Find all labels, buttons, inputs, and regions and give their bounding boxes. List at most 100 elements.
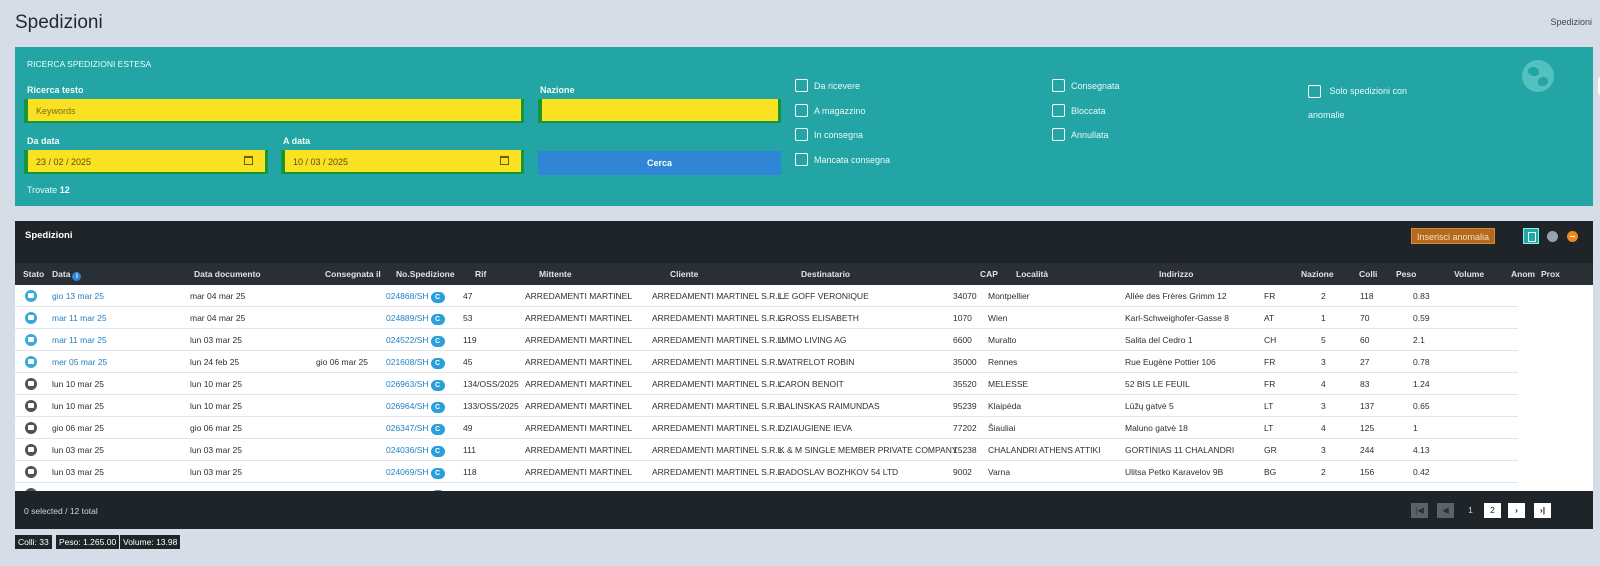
cell-localita: Varna [988, 467, 1010, 477]
table-row[interactable]: lun 03 mar 25 lun 03 mar 25 024070/SHC 50 AR… [15, 483, 1518, 491]
table-row[interactable]: lun 10 mar 25 lun 10 mar 25 026963/SH C 134/… [15, 373, 1518, 395]
table-row[interactable]: mar 11 mar 25 mar 04 mar 25 024889/SH C 53 AR… [15, 307, 1518, 329]
cell-peso: 39 [1360, 489, 1369, 491]
cell-text: 2 [1321, 489, 1326, 491]
col-rif[interactable]: Rif [475, 269, 487, 279]
insert-anomaly-button[interactable]: Inserisci anomalia [1411, 228, 1496, 244]
checkbox-box[interactable] [1052, 128, 1065, 141]
checkbox-label: In consegna [814, 129, 864, 140]
cell-data[interactable]: mar 11 mar 25 [52, 313, 107, 323]
cell-sped[interactable]: 024889/SH C [386, 313, 445, 325]
cell-data[interactable]: mar 11 mar 25 [52, 335, 107, 345]
keywords-input[interactable]: Keywords [24, 99, 524, 123]
cell-text: 35520 [953, 379, 977, 389]
checkbox-bloccata[interactable]: Bloccata [1052, 104, 1106, 117]
table-row[interactable]: mer 05 mar 25 lun 24 feb 25 gio 06 mar 25 0… [15, 351, 1518, 373]
table-row[interactable]: lun 03 mar 25 lun 03 mar 25 024036/SH C 111 A… [15, 439, 1518, 461]
checkbox-box[interactable] [795, 128, 808, 141]
cell-volume: 0.42 [1413, 467, 1430, 477]
cell-sped[interactable]: 026347/SH C [386, 423, 445, 435]
col-prox[interactable]: Prox [1541, 269, 1560, 279]
excel-export-icon[interactable] [1523, 228, 1539, 244]
from-date-input[interactable]: 23 / 02 / 2025 [24, 150, 268, 174]
col-no-spedizione[interactable]: No.Spedizione [396, 269, 455, 279]
col-destinatario[interactable]: Destinatario [801, 269, 851, 279]
cell-text: IMMO LIVING AG [779, 335, 847, 345]
checkbox-box[interactable] [1052, 79, 1065, 92]
cell-sped[interactable]: 024522/SH C [386, 335, 445, 347]
cell-colli: 3 [1321, 357, 1326, 367]
col-data-documento[interactable]: Data documento [194, 269, 261, 279]
col-indirizzo[interactable]: Indirizzo [1159, 269, 1194, 279]
checkbox-a-magazzino[interactable]: A magazzino [795, 104, 866, 117]
checkbox-box[interactable] [1308, 85, 1321, 99]
cell-volume: 0.78 [1413, 357, 1430, 367]
breadcrumb[interactable]: Spedizioni [1550, 17, 1592, 27]
page-1-button[interactable]: 1 [1468, 505, 1473, 515]
col-anom[interactable]: Anom [1511, 269, 1536, 279]
calendar-icon[interactable] [244, 156, 253, 165]
cell-text: 3 [1321, 401, 1326, 411]
cell-text: 0.42 [1413, 467, 1430, 477]
col-consegnata[interactable]: Consegnata il [325, 269, 381, 279]
check-icon[interactable] [1547, 231, 1558, 242]
nation-input[interactable] [538, 99, 781, 123]
checkbox-box[interactable] [795, 153, 808, 166]
cell-sped[interactable]: 026963/SH C [386, 379, 445, 391]
checkbox-label: Consegnata [1071, 80, 1120, 91]
info-icon[interactable]: i [72, 272, 82, 281]
cell-data[interactable]: gio 13 mar 25 [52, 291, 104, 301]
cell-peso: 60 [1360, 335, 1369, 345]
feedback-tab[interactable] [1598, 75, 1600, 97]
prev-page-button[interactable]: ◀ [1437, 503, 1454, 518]
checkbox-annullata[interactable]: Annullata [1052, 128, 1109, 141]
checkbox-solo-anomalie[interactable]: Solo spedizioni con anomalie [1308, 79, 1418, 127]
col-peso[interactable]: Peso [1396, 269, 1417, 279]
cell-sped[interactable]: 024868/SH C [386, 291, 445, 303]
checkbox-in-consegna[interactable]: In consegna [795, 128, 863, 141]
cell-colli: 1 [1321, 313, 1326, 323]
checkbox-box[interactable] [795, 79, 808, 92]
to-date-input[interactable]: 10 / 03 / 2025 [281, 150, 524, 174]
next-page-button[interactable]: › [1508, 503, 1525, 518]
calendar-icon[interactable] [500, 156, 509, 165]
col-cliente[interactable]: Cliente [670, 269, 699, 279]
page-2-button[interactable]: 2 [1484, 503, 1501, 518]
cell-destinatario: GROSS ELISABETH [779, 313, 859, 323]
table-row[interactable]: gio 06 mar 25 gio 06 mar 25 026347/SH C 49 AR… [15, 417, 1518, 439]
cell-sped[interactable]: 026964/SH C [386, 401, 445, 413]
table-row[interactable]: lun 03 mar 25 lun 03 mar 25 024069/SH C 118 A… [15, 461, 1518, 483]
cell-data[interactable]: mer 05 mar 25 [52, 357, 107, 367]
checkbox-label: A magazzino [814, 105, 866, 116]
cell-localita: PANEVEZYS [988, 489, 1038, 491]
cell-sped[interactable]: 021608/SH C [386, 357, 445, 369]
cell-text: 2 [1321, 467, 1326, 477]
cell-text: Varna [988, 467, 1011, 477]
col-data[interactable]: Data i [52, 269, 82, 281]
last-page-button[interactable]: ›| [1534, 503, 1551, 518]
col-nazione[interactable]: Nazione [1301, 269, 1334, 279]
col-localita[interactable]: Località [1016, 269, 1049, 279]
col-colli[interactable]: Colli [1359, 269, 1378, 279]
checkbox-mancata-consegna[interactable]: Mancata consegna [795, 153, 890, 166]
checkbox-box[interactable] [795, 104, 808, 117]
search-button[interactable]: Cerca [538, 151, 781, 175]
table-row[interactable]: lun 10 mar 25 lun 10 mar 25 026964/SH C 133/… [15, 395, 1518, 417]
cell-cliente: ARREDAMENTI MARTINEL S.R.L. [652, 313, 785, 323]
col-volume[interactable]: Volume [1454, 269, 1485, 279]
checkbox-box[interactable] [1052, 104, 1065, 117]
col-stato[interactable]: Stato [23, 269, 45, 279]
first-page-button[interactable]: |◀ [1411, 503, 1428, 518]
checkbox-consegnata[interactable]: Consegnata [1052, 79, 1120, 92]
col-cap[interactable]: CAP [980, 269, 998, 279]
cell-sped[interactable]: 024069/SH C [386, 467, 445, 479]
checkbox-da-ricevere[interactable]: Da ricevere [795, 79, 860, 92]
cell-sped[interactable]: 024070/SHC [386, 489, 445, 491]
table-row[interactable]: gio 13 mar 25 mar 04 mar 25 024868/SH C 47 AR… [15, 285, 1518, 307]
collapse-icon[interactable] [1567, 231, 1578, 242]
col-mittente[interactable]: Mittente [539, 269, 572, 279]
cell-volume: 4.13 [1413, 445, 1430, 455]
cell-text: Allée des Frères Grimm 12 [1125, 291, 1227, 301]
cell-sped[interactable]: 024036/SH C [386, 445, 445, 457]
table-row[interactable]: mar 11 mar 25 lun 03 mar 25 024522/SH C 119 A… [15, 329, 1518, 351]
